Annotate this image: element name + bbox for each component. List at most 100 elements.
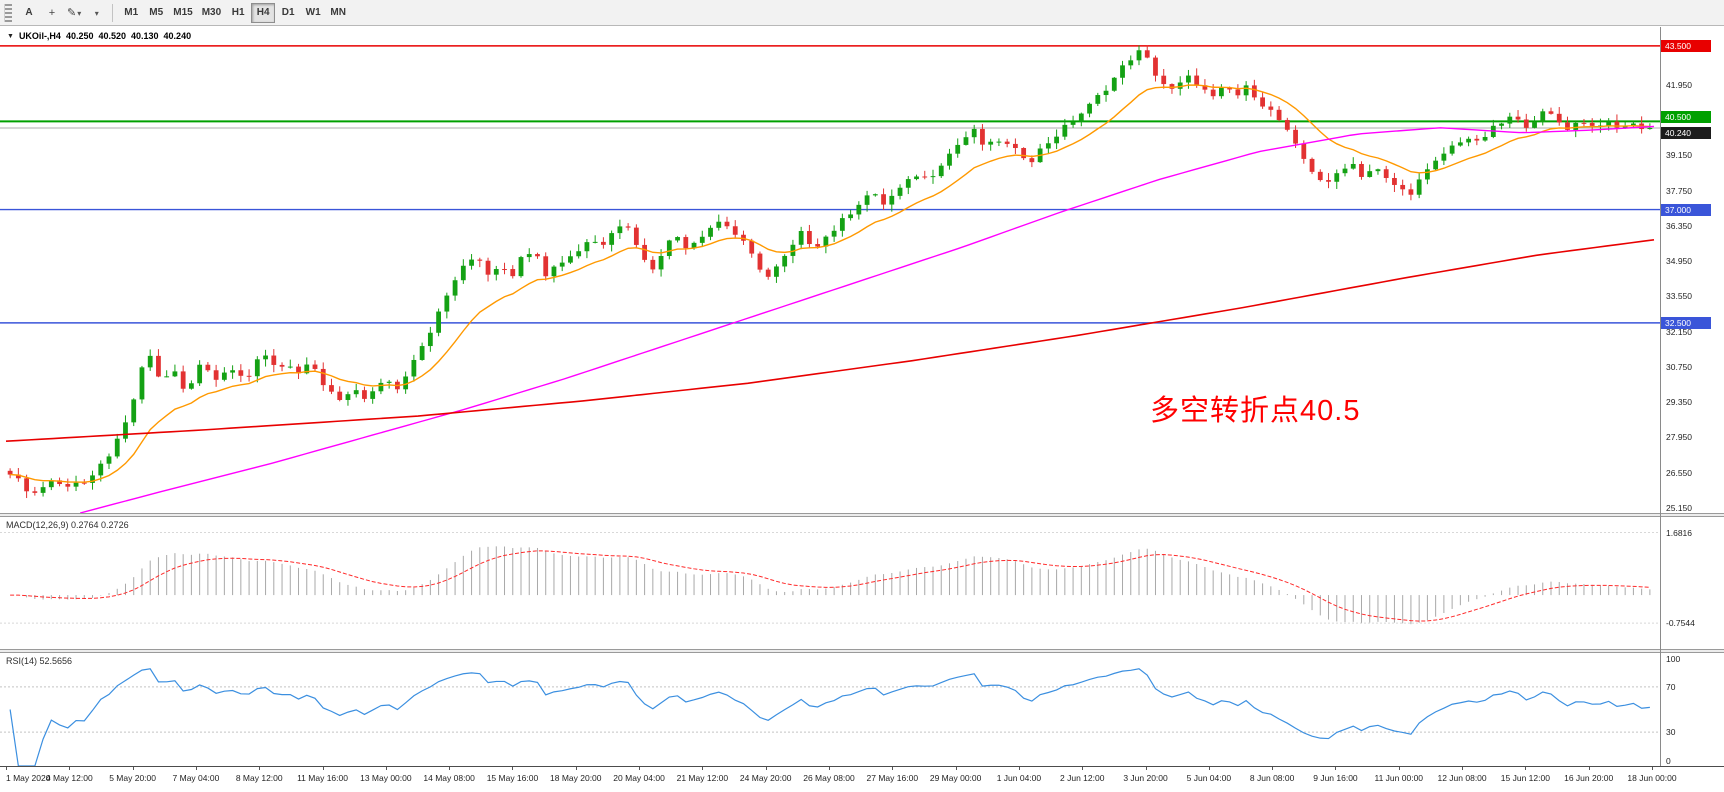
toolbar-drag-handle[interactable]	[4, 3, 12, 22]
ohlc-low: 40.130	[131, 31, 159, 41]
price-level-label: 32.500	[1661, 316, 1711, 329]
symbol-info: ▼ UKOil-,H4 40.250 40.520 40.130 40.240	[7, 31, 191, 41]
time-axis-tick	[259, 767, 261, 770]
timeframe-button-m1[interactable]: M1	[119, 3, 143, 23]
time-axis-label: 20 May 04:00	[613, 773, 665, 783]
chart-annotation[interactable]: 多空转折点40.5	[1150, 395, 1361, 427]
timeframe-button-w1[interactable]: W1	[301, 3, 325, 23]
time-axis-tick	[1588, 767, 1590, 770]
time-axis-tick	[1208, 767, 1210, 770]
timeframe-button-m30[interactable]: M30	[198, 3, 225, 23]
time-axis-label: 8 May 12:00	[235, 773, 283, 783]
chevron-down-icon[interactable]: ▼	[7, 32, 14, 40]
time-axis-tick	[639, 767, 641, 770]
time-axis-label: 11 May 16:00	[297, 773, 348, 783]
price-level-label: 37.000	[1661, 203, 1711, 216]
price-tick-label: 29.350	[1666, 397, 1692, 408]
time-axis-label: 3 Jun 20:00	[1123, 773, 1168, 783]
price-tick-label: 26.550	[1666, 467, 1692, 478]
rsi-panel[interactable]: RSI(14) 52.5656 100 70 30 0	[0, 653, 1724, 766]
shapes-tool-button[interactable]: ▾	[86, 3, 106, 23]
price-tick-label: 30.750	[1666, 361, 1692, 372]
time-axis-label: 24 May 20:00	[739, 773, 792, 783]
main-chart-panel[interactable]: ▼ UKOil-,H4 40.250 40.520 40.130 40.240 …	[0, 27, 1724, 513]
timeframe-button-group: M1 M5 M15 M30 H1 H4 D1 W1 MN	[119, 2, 350, 23]
time-axis-tick	[1398, 767, 1400, 770]
rsi-axis-label: 100	[1666, 654, 1681, 664]
timeframe-button-h1[interactable]: H1	[226, 3, 250, 23]
price-tick-label: 36.350	[1666, 220, 1692, 231]
price-level-label: 40.500	[1661, 111, 1711, 124]
level-lines-layer	[0, 45, 1660, 324]
price-tick-label: 25.150	[1666, 502, 1692, 513]
price-tick-label: 34.950	[1666, 256, 1692, 267]
price-tick-label: 39.150	[1666, 150, 1692, 161]
time-axis-label: 21 May 12:00	[676, 773, 729, 783]
main-chart-canvas[interactable]	[0, 27, 1660, 513]
time-axis-label: 29 May 00:00	[929, 773, 982, 783]
crosshair-tool-button[interactable]: +	[42, 3, 62, 23]
time-axis-tick	[575, 767, 577, 770]
time-axis-tick	[955, 767, 957, 770]
ma-mid-line	[79, 125, 1655, 513]
time-axis-tick	[1462, 767, 1464, 770]
rsi-axis-label: 30	[1666, 727, 1676, 738]
macd-canvas[interactable]	[0, 517, 1660, 649]
time-axis-label: 18 May 20:00	[550, 773, 602, 783]
price-level-label: 43.500	[1661, 39, 1711, 52]
time-axis-tick	[702, 767, 704, 770]
time-axis-label: 4 May 12:00	[45, 773, 93, 783]
time-axis-tick	[69, 767, 71, 770]
time-axis-label: 27 May 16:00	[866, 773, 919, 783]
panel-splitter[interactable]	[0, 649, 1724, 653]
time-axis-label: 1 May 2020	[6, 773, 51, 783]
time-axis-tick	[892, 767, 894, 770]
toolbar: A + ✎▾ ▾ M1 M5 M15 M30 H1 H4 D1 W1 MN	[0, 0, 1724, 26]
ohlc-open: 40.250	[65, 31, 94, 41]
price-tick-label: 32.150	[1666, 326, 1692, 337]
time-axis-label: 12 Jun 08:00	[1437, 773, 1487, 783]
time-axis-tick	[1145, 767, 1147, 770]
moving-averages-layer	[5, 84, 1655, 513]
time-axis-tick	[195, 767, 197, 770]
timeframe-button-h4[interactable]: H4	[251, 2, 276, 23]
macd-axis-label: 1.6816	[1666, 527, 1692, 538]
time-axis-tick	[829, 767, 830, 770]
time-axis-label: 8 Jun 08:00	[1249, 773, 1295, 783]
price-tick-label: 33.550	[1666, 291, 1692, 302]
chevron-down-icon: ▾	[94, 8, 99, 18]
draw-tool-button[interactable]: ✎▾	[63, 3, 85, 23]
time-axis-label: 1 Jun 04:00	[996, 773, 1042, 783]
time-axis-label: 26 May 08:00	[803, 773, 855, 783]
rsi-axis-label: 70	[1666, 681, 1676, 692]
timeframe-button-m15[interactable]: M15	[169, 3, 196, 23]
price-tick-label: 27.950	[1666, 432, 1692, 443]
price-level-label: 40.240	[1661, 126, 1711, 139]
time-axis-tick	[1652, 767, 1653, 770]
timeframe-button-d1[interactable]: D1	[276, 3, 300, 23]
rsi-line	[9, 668, 1650, 766]
symbol-label: UKOil-,H4	[18, 31, 61, 41]
ma-slow-line	[5, 238, 1655, 443]
time-axis-label: 7 May 04:00	[172, 773, 220, 783]
ohlc-high: 40.520	[98, 31, 127, 41]
time-axis[interactable]: 1 May 2020 4 May 12:00 5 May 20:00 7 May 04…	[0, 766, 1724, 792]
rsi-canvas[interactable]	[0, 653, 1660, 766]
timeframe-button-mn[interactable]: MN	[326, 3, 350, 23]
ma-fast-line	[10, 84, 1650, 483]
panel-splitter[interactable]	[0, 513, 1724, 517]
time-axis-tick	[1335, 767, 1337, 770]
time-axis-tick	[322, 767, 324, 770]
text-tool-button[interactable]: A	[17, 3, 41, 23]
rsi-axis-label: 0	[1666, 756, 1671, 766]
macd-panel[interactable]: MACD(12,26,9) 0.2764 0.2726 1.6816 -0.754…	[0, 517, 1724, 649]
price-tick-label: 37.750	[1666, 185, 1692, 196]
time-axis-label: 14 May 08:00	[423, 773, 475, 783]
timeframe-button-m5[interactable]: M5	[144, 3, 168, 23]
time-axis-tick	[6, 767, 7, 770]
time-axis-label: 13 May 00:00	[360, 773, 412, 783]
macd-signal-line	[10, 550, 1650, 622]
macd-axis-label: -0.7544	[1666, 618, 1695, 629]
time-axis-label: 2 Jun 12:00	[1060, 773, 1105, 783]
